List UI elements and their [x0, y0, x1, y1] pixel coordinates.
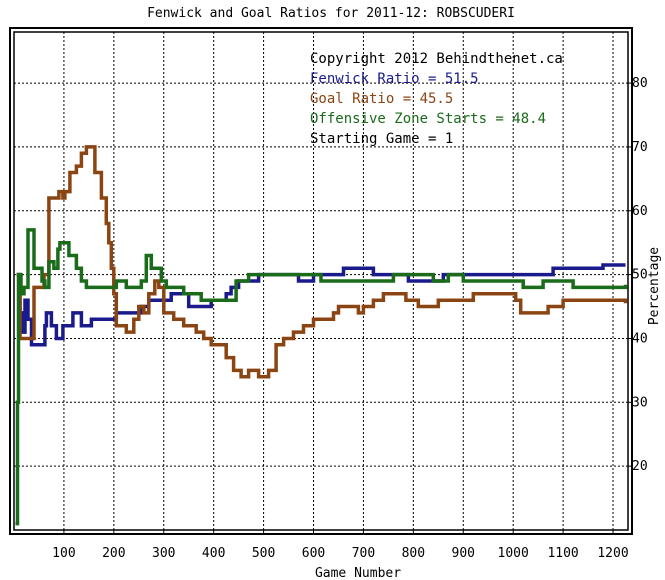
x-tick-label: 200	[102, 546, 125, 561]
plot-outer-frame	[9, 27, 633, 535]
legend-line: Offensive Zone Starts = 48.4	[310, 111, 546, 127]
y-tick-label: 20	[632, 459, 648, 474]
x-tick-label: 1100	[547, 546, 578, 561]
legend-line: Fenwick Ratio = 51.5	[310, 71, 479, 87]
x-tick-label: 1200	[597, 546, 628, 561]
x-tick-label: 300	[152, 546, 175, 561]
y-tick-label: 40	[632, 331, 648, 346]
x-tick-label: 600	[302, 546, 325, 561]
series-line-goal-ratio	[16, 145, 628, 379]
chart-title: Fenwick and Goal Ratios for 2011-12: ROB…	[147, 6, 515, 21]
x-tick-label: 900	[452, 546, 475, 561]
x-tick-label: 500	[252, 546, 275, 561]
x-tick-label: 100	[52, 546, 75, 561]
y-tick-label: 50	[632, 268, 648, 283]
y-tick-label: 80	[632, 76, 648, 91]
legend-line: Copyright 2012 Behindthenet.ca	[310, 51, 563, 67]
y-tick-label: 70	[632, 140, 648, 155]
y-tick-label: 30	[632, 395, 648, 410]
x-axis-label: Game Number	[315, 566, 401, 580]
y-axis-label: Percentage	[647, 247, 662, 325]
series-line-offensive-zone-starts	[15, 228, 628, 526]
x-tick-label: 800	[402, 546, 425, 561]
x-tick-label: 1000	[498, 546, 529, 561]
x-tick-label: 400	[202, 546, 225, 561]
x-tick-label: 700	[352, 546, 375, 561]
series-line-fenwick-ratio	[16, 263, 626, 347]
legend-line: Goal Ratio = 45.5	[310, 91, 453, 107]
legend: Copyright 2012 Behindthenet.ca Fenwick Ra…	[310, 51, 563, 147]
axes: 100 200 300 400 500 600 700 800 900 1000 1100 1200 2…	[52, 76, 647, 561]
series-lines	[15, 145, 628, 526]
y-tick-label: 60	[632, 204, 648, 219]
legend-line: Starting Game = 1	[310, 131, 453, 147]
